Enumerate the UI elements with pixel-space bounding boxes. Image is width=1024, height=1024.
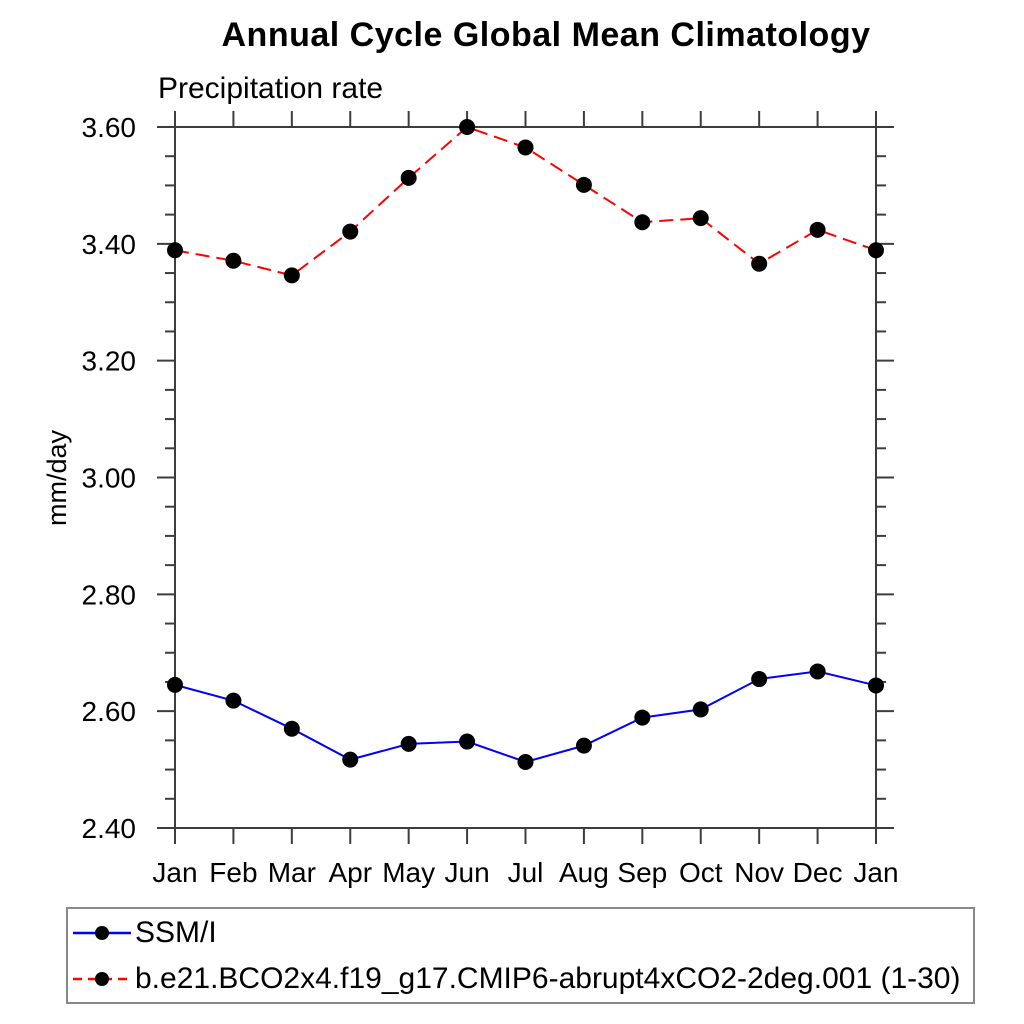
x-tick-label: Aug [559,857,609,888]
legend-label-model: b.e21.BCO2x4.f19_g17.CMIP6-abrupt4xCO2-2… [135,961,961,995]
data-point [868,242,884,259]
chart-subtitle: Precipitation rate [158,72,384,105]
legend-item-model: b.e21.BCO2x4.f19_g17.CMIP6-abrupt4xCO2-2… [68,958,973,1000]
x-tick-label: Jan [853,857,898,888]
data-point [167,242,183,259]
data-point [809,221,826,238]
data-point [575,737,592,754]
data-point [400,735,417,752]
x-tick-label: Sep [617,857,667,888]
x-tick-label: Feb [209,857,257,888]
y-axis-label: mm/day [42,429,72,526]
y-tick-label: 3.40 [82,229,137,260]
data-point [751,671,768,688]
data-point [517,139,534,156]
x-tick-label: Oct [679,857,723,888]
data-point [692,701,709,718]
data-point [283,720,300,737]
y-tick-label: 2.40 [82,813,137,844]
x-tick-label: Jul [508,857,544,888]
data-point [634,214,651,231]
x-tick-label: May [382,857,435,888]
data-point [459,733,476,750]
data-point [634,709,651,726]
chart-title: Annual Cycle Global Mean Climatology [221,16,871,54]
y-tick-label: 3.60 [82,112,137,143]
x-tick-label: Apr [328,857,372,888]
y-tick-label: 3.20 [82,346,137,377]
data-point [692,210,709,227]
legend-swatch-dashed-line-icon [73,971,131,986]
data-point [400,169,417,186]
data-point [459,119,476,135]
legend-label-ssmi: SSM/I [135,915,217,949]
data-point [575,176,592,193]
data-point [225,692,242,709]
data-point [342,223,359,240]
legend: SSM/I b.e21.BCO2x4.f19_g17.CMIP6-abrupt4… [66,907,975,1004]
data-point [751,255,768,272]
x-tick-label: Dec [793,857,843,888]
data-point [283,267,300,284]
legend-swatch-solid-line-icon [73,925,131,940]
x-tick-label: Nov [734,857,784,888]
data-point [167,676,183,693]
x-tick-label: Mar [268,857,316,888]
data-point [868,677,884,694]
legend-item-ssmi: SSM/I [68,912,973,954]
data-point [809,663,826,680]
y-tick-label: 3.00 [82,463,137,494]
data-point [517,753,534,770]
series-line-0 [174,670,877,764]
data-point [225,252,242,269]
x-tick-label: Jun [445,857,490,888]
data-point [342,751,359,768]
y-tick-label: 2.80 [82,579,137,610]
plot-generated-content: Jan Feb Mar Apr May Jun Jul Aug Sep Oct Nov Dec Jan 2… [82,111,899,888]
y-tick-label: 2.60 [82,696,137,727]
x-tick-label: Jan [152,857,197,888]
